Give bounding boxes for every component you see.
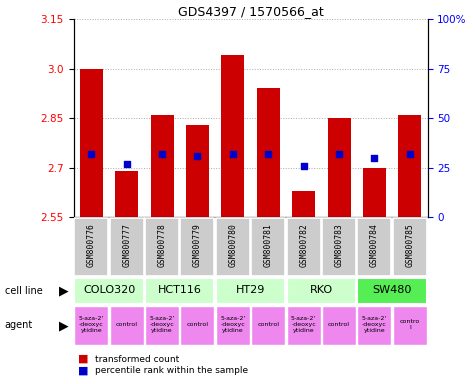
Bar [357, 218, 391, 276]
Bar [286, 306, 321, 345]
Title: GDS4397 / 1570566_at: GDS4397 / 1570566_at [178, 5, 323, 18]
Point [370, 154, 378, 161]
Text: GSM800778: GSM800778 [158, 223, 167, 268]
Text: ■: ■ [78, 354, 89, 364]
Bar [180, 218, 215, 276]
Bar [180, 306, 215, 345]
Text: GSM800781: GSM800781 [264, 223, 273, 268]
Text: percentile rank within the sample: percentile rank within the sample [95, 366, 248, 375]
Bar [216, 218, 250, 276]
Bar [145, 218, 179, 276]
Bar [115, 171, 138, 217]
Text: SW480: SW480 [372, 285, 412, 295]
Text: GSM800779: GSM800779 [193, 223, 202, 268]
Bar [216, 306, 250, 345]
Text: GSM800780: GSM800780 [228, 223, 238, 268]
Text: contro
l: contro l [399, 319, 420, 330]
Bar [251, 306, 285, 345]
Text: GSM800777: GSM800777 [122, 223, 131, 268]
Point [87, 151, 95, 157]
Point [335, 151, 343, 157]
Text: 5-aza-2'
-deoxyc
ytidine: 5-aza-2' -deoxyc ytidine [150, 316, 175, 333]
Text: GSM800783: GSM800783 [334, 223, 343, 268]
Text: ▶: ▶ [59, 319, 69, 332]
Text: 5-aza-2'
-deoxyc
ytidine: 5-aza-2' -deoxyc ytidine [362, 316, 387, 333]
Text: GSM800776: GSM800776 [87, 223, 96, 268]
Bar [328, 118, 351, 217]
Text: GSM800784: GSM800784 [370, 223, 379, 268]
Bar [399, 115, 421, 217]
Bar [357, 306, 391, 345]
Text: transformed count: transformed count [95, 354, 179, 364]
Bar [216, 278, 285, 304]
Text: control: control [187, 322, 209, 327]
Text: GSM800782: GSM800782 [299, 223, 308, 268]
Bar [145, 278, 215, 304]
Bar [110, 306, 144, 345]
Text: GSM800785: GSM800785 [405, 223, 414, 268]
Bar [151, 115, 173, 217]
Point [300, 162, 307, 169]
Bar [357, 278, 427, 304]
Point [229, 151, 237, 157]
Text: ■: ■ [78, 366, 89, 376]
Point [406, 151, 414, 157]
Bar [257, 88, 280, 217]
Text: agent: agent [5, 320, 33, 331]
Text: cell line: cell line [5, 286, 42, 296]
Bar [221, 55, 244, 217]
Text: COLO320: COLO320 [83, 285, 135, 295]
Text: HCT116: HCT116 [158, 285, 202, 295]
Bar [322, 218, 356, 276]
Bar [286, 278, 356, 304]
Point [158, 151, 166, 157]
Point [194, 152, 201, 159]
Text: 5-aza-2'
-deoxyc
ytidine: 5-aza-2' -deoxyc ytidine [291, 316, 316, 333]
Bar [393, 306, 427, 345]
Point [123, 161, 131, 167]
Bar [74, 306, 108, 345]
Text: control: control [116, 322, 138, 327]
Text: ▶: ▶ [59, 285, 69, 297]
Bar [292, 190, 315, 217]
Bar [74, 218, 108, 276]
Text: 5-aza-2'
-deoxyc
ytidine: 5-aza-2' -deoxyc ytidine [79, 316, 104, 333]
Point [265, 151, 272, 157]
Text: HT29: HT29 [236, 285, 265, 295]
Bar [363, 167, 386, 217]
Bar [322, 306, 356, 345]
Bar [393, 218, 427, 276]
Text: 5-aza-2'
-deoxyc
ytidine: 5-aza-2' -deoxyc ytidine [220, 316, 246, 333]
Bar [80, 69, 103, 217]
Bar [74, 278, 144, 304]
Bar [251, 218, 285, 276]
Text: RKO: RKO [310, 285, 333, 295]
Bar [186, 125, 209, 217]
Bar [110, 218, 144, 276]
Text: control: control [257, 322, 279, 327]
Text: control: control [328, 322, 350, 327]
Bar [145, 306, 179, 345]
Bar [286, 218, 321, 276]
